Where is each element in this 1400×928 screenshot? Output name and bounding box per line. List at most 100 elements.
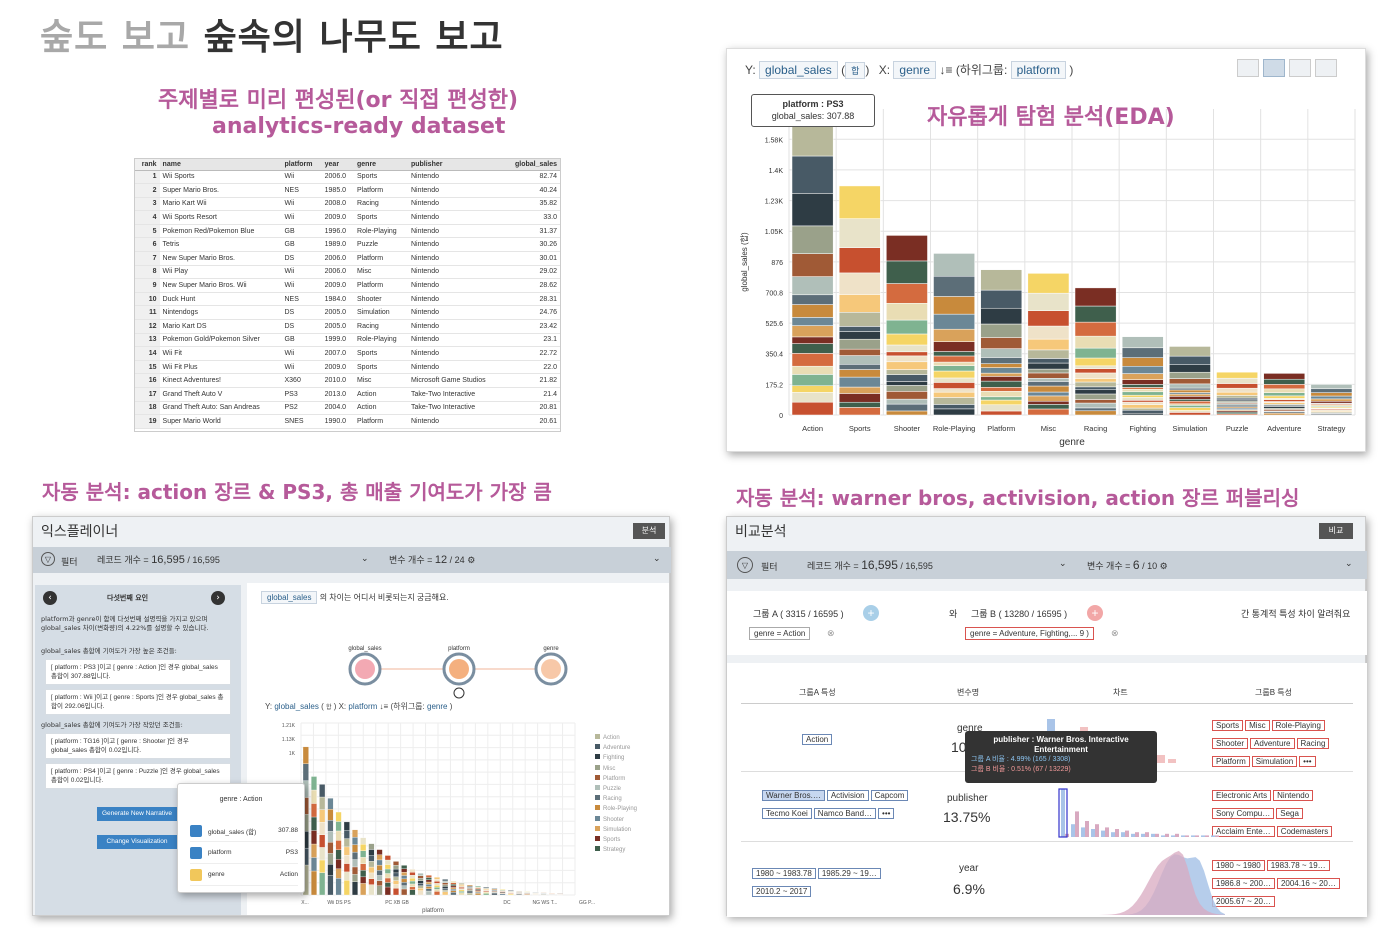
chevron-down-icon[interactable]: ⌄ <box>1345 558 1353 568</box>
legend-item[interactable]: Adventure <box>595 743 637 753</box>
category-tag[interactable]: Sony Compu… <box>1212 808 1275 819</box>
category-tag[interactable]: Platform <box>1212 756 1250 767</box>
mini-bar-segment <box>393 880 399 885</box>
chevron-down-icon[interactable]: ⌄ <box>361 553 369 563</box>
category-tag[interactable]: Adventure <box>1250 738 1295 749</box>
table-cell: 1990.0 <box>321 414 355 429</box>
narrative-max1[interactable]: [ platform : PS3 ]이고 [ genre : Action ]인… <box>45 659 231 685</box>
bar-segment <box>1169 346 1211 357</box>
category-tag[interactable]: 1983.78 ~ 19… <box>1266 860 1330 871</box>
gear-icon[interactable]: ⚙ <box>467 555 476 565</box>
category-tag[interactable]: Action <box>802 734 833 745</box>
clear-a-icon[interactable]: ⊗ <box>827 628 835 638</box>
stacked-bar-icon[interactable] <box>1263 59 1285 77</box>
chevron-down-icon[interactable]: ⌄ <box>1059 558 1067 568</box>
bar-segment <box>1216 371 1258 379</box>
legend-swatch <box>595 815 600 821</box>
category-tag[interactable]: Warner Bros.… <box>762 790 825 801</box>
chevron-down-icon[interactable]: ⌄ <box>653 553 661 563</box>
column-header-platform[interactable]: platform <box>281 159 322 171</box>
eda-sub-field[interactable]: platform <box>1010 61 1067 79</box>
next-arrow-icon[interactable]: › <box>211 591 225 605</box>
category-tag[interactable]: Nintendo <box>1273 790 1314 801</box>
legend-item[interactable]: Misc <box>595 764 637 774</box>
eda-y-field[interactable]: global_sales <box>759 61 838 79</box>
legend-item[interactable]: Racing <box>595 794 637 804</box>
narrative-max2[interactable]: [ platform : Wii ]이고 [ genre : Sports ]인… <box>45 689 231 715</box>
sort-icon[interactable]: ↓≡ <box>939 63 953 77</box>
mini-x-field[interactable]: platform <box>348 702 378 711</box>
explorer-filter-label[interactable]: 필터 <box>61 557 78 567</box>
mini-sub-field[interactable]: genre <box>427 702 448 711</box>
column-header-year[interactable]: year <box>321 159 355 171</box>
column-header-global_sales[interactable]: global_sales <box>503 159 560 171</box>
legend-item[interactable]: Fighting <box>595 753 637 763</box>
mini-y-field[interactable]: global_sales <box>274 702 319 711</box>
column-header-publisher[interactable]: publisher <box>407 159 504 171</box>
table-row: 17 Grand Theft Auto V PS3 2013.0 Action Take-… <box>135 387 560 402</box>
category-tag[interactable]: Shooter <box>1212 738 1249 749</box>
category-tag[interactable]: Role-Playing <box>1271 720 1325 731</box>
legend-item[interactable]: Simulation <box>595 825 637 835</box>
eda-agg[interactable]: 합 <box>845 62 866 79</box>
add-group-a-icon[interactable]: + <box>863 605 879 621</box>
eda-stacked-bar-chart: 0 175.2 350.4 525.6 700.8 876 1.05K 1.23K 1.4K 1.… <box>740 109 1356 448</box>
filter-b-chip[interactable]: genre = Adventure, Fighting,... 9 ) <box>965 627 1094 640</box>
clear-b-icon[interactable]: ⊗ <box>1111 628 1119 638</box>
category-tag[interactable]: 1980 ~ 1980 <box>1212 860 1265 871</box>
category-tag[interactable]: Activision <box>826 790 869 801</box>
sort-icon[interactable]: ↓≡ <box>379 702 389 711</box>
narrative-min1[interactable]: [ platform : TG16 ]이고 [ genre : Shooter … <box>45 733 231 759</box>
table-cell: 2004.0 <box>321 401 355 416</box>
category-tag[interactable]: Tecmo Koei <box>762 808 812 819</box>
column-header-name[interactable]: name <box>159 159 282 171</box>
category-tag[interactable]: Electronic Arts <box>1212 790 1272 801</box>
add-group-b-icon[interactable]: + <box>1087 605 1103 621</box>
gear-icon[interactable]: ⚙ <box>1159 561 1168 571</box>
explorer-analyze-button[interactable]: 분석 <box>633 523 665 539</box>
compare-filter-label[interactable]: 필터 <box>761 562 778 572</box>
table-cell: Simulation <box>354 305 408 321</box>
compare-button[interactable]: 비교 <box>1319 523 1353 539</box>
mini-bar-segment <box>434 891 440 896</box>
category-tag[interactable]: ••• <box>1299 756 1316 767</box>
line-chart-icon[interactable] <box>1315 59 1337 77</box>
legend-item[interactable]: Shooter <box>595 815 637 825</box>
filter-icon[interactable]: ▽ <box>737 557 753 573</box>
category-tag[interactable]: 1985.29 ~ 19… <box>817 868 881 879</box>
category-tag[interactable]: Racing <box>1296 738 1330 749</box>
filter-a-chip[interactable]: genre = Action <box>749 627 811 640</box>
legend-item[interactable]: Strategy <box>595 845 637 855</box>
generate-narrative-button[interactable]: Generate New Narrative <box>97 807 177 821</box>
category-tag[interactable]: ••• <box>878 808 895 819</box>
category-tag[interactable]: Namco Band… <box>813 808 877 819</box>
category-tag[interactable]: Sega <box>1276 808 1303 819</box>
category-tag[interactable]: 2010.2 ~ 2017 <box>752 886 812 897</box>
column-header-rank[interactable]: rank <box>135 159 160 171</box>
eda-x-field[interactable]: genre <box>893 61 937 79</box>
category-tag[interactable]: 1986.8 ~ 200… <box>1212 878 1275 889</box>
change-visualization-button[interactable]: Change Visualization <box>97 835 177 849</box>
column-header-genre[interactable]: genre <box>354 159 408 171</box>
category-tag[interactable]: 2004.16 ~ 20… <box>1276 878 1340 889</box>
bar-segment <box>1263 378 1306 385</box>
legend-item[interactable]: Action <box>595 733 637 743</box>
legend-item[interactable]: Sports <box>595 835 637 845</box>
prev-arrow-icon[interactable]: ‹ <box>43 591 57 605</box>
filter-icon[interactable]: ▽ <box>41 552 55 566</box>
bar-segment <box>1074 357 1117 367</box>
table-cell: Nintendo <box>407 224 504 239</box>
category-tag[interactable]: Codemasters <box>1276 826 1333 837</box>
bar-chart-icon[interactable] <box>1237 59 1259 77</box>
category-tag[interactable]: Sports <box>1212 720 1244 731</box>
legend-item[interactable]: Role-Playing <box>595 804 637 814</box>
area-chart-icon[interactable] <box>1289 59 1311 77</box>
category-tag[interactable]: Misc <box>1245 720 1270 731</box>
category-tag[interactable]: Simulation <box>1251 756 1298 767</box>
category-tag[interactable]: Capcom <box>870 790 909 801</box>
category-tag[interactable]: 1980 ~ 1983.78 <box>752 868 816 879</box>
legend-item[interactable]: Puzzle <box>595 784 637 794</box>
legend-label: Fighting <box>603 755 625 762</box>
category-tag[interactable]: Acclaim Ente… <box>1212 826 1275 837</box>
legend-item[interactable]: Platform <box>595 774 637 784</box>
